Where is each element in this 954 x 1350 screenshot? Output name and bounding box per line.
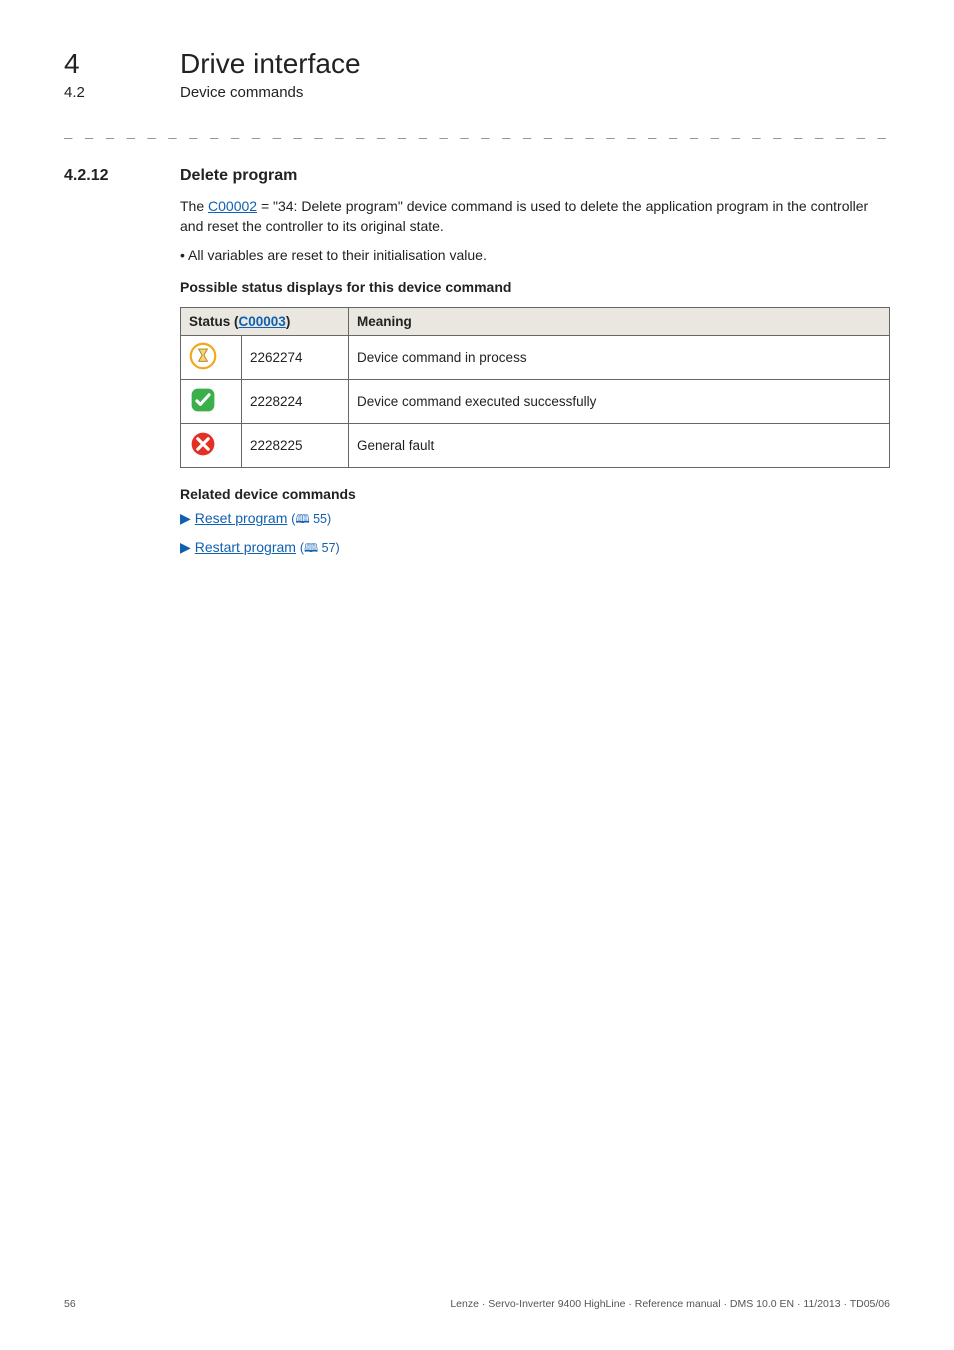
related-heading: Related device commands bbox=[180, 486, 890, 502]
status-meaning: General fault bbox=[349, 424, 890, 468]
related-link-reset[interactable]: ▶Reset program (🕮 55) bbox=[180, 510, 890, 531]
bullet-item: All variables are reset to their initial… bbox=[180, 246, 890, 266]
th-status-b: ) bbox=[286, 314, 291, 329]
related-label: Restart program bbox=[195, 539, 296, 555]
page-num: 55 bbox=[313, 512, 327, 526]
table-row: 2262274 Device command in process bbox=[181, 336, 890, 380]
intro-text-a: The bbox=[180, 198, 208, 214]
intro-text-b: = "34: Delete program" device command is… bbox=[180, 198, 868, 234]
intro-paragraph: The C00002 = "34: Delete program" device… bbox=[180, 197, 890, 236]
status-heading: Possible status displays for this device… bbox=[180, 278, 890, 298]
divider-dashes: _ _ _ _ _ _ _ _ _ _ _ _ _ _ _ _ _ _ _ _ … bbox=[64, 123, 890, 139]
section-title: Delete program bbox=[180, 167, 297, 185]
page-ref: (🕮 55) bbox=[291, 512, 331, 526]
status-code: 2228225 bbox=[242, 424, 349, 468]
link-c00002[interactable]: C00002 bbox=[208, 198, 257, 214]
page-num: 57 bbox=[322, 541, 336, 555]
triangle-icon: ▶ bbox=[180, 510, 191, 526]
subsection-number: 4.2 bbox=[64, 84, 180, 101]
related-label: Reset program bbox=[195, 510, 288, 526]
status-meaning: Device command executed successfully bbox=[349, 380, 890, 424]
status-table: Status (C00003) Meaning 2262274 Device c… bbox=[180, 307, 890, 468]
page-ref: (🕮 57) bbox=[300, 541, 340, 555]
table-row: 2228224 Device command executed successf… bbox=[181, 380, 890, 424]
hourglass-icon bbox=[181, 336, 242, 380]
subsection-title: Device commands bbox=[180, 84, 303, 101]
th-meaning: Meaning bbox=[349, 308, 890, 336]
status-meaning: Device command in process bbox=[349, 336, 890, 380]
chapter-title: Drive interface bbox=[180, 48, 361, 80]
check-icon bbox=[181, 380, 242, 424]
link-c00003[interactable]: C00003 bbox=[239, 314, 286, 329]
th-status-a: Status ( bbox=[189, 314, 239, 329]
footer-right: Lenze · Servo-Inverter 9400 HighLine · R… bbox=[450, 1298, 890, 1310]
triangle-icon: ▶ bbox=[180, 539, 191, 555]
footer-page: 56 bbox=[64, 1298, 76, 1310]
th-status: Status (C00003) bbox=[181, 308, 349, 336]
cross-icon bbox=[181, 424, 242, 468]
status-code: 2228224 bbox=[242, 380, 349, 424]
table-row: 2228225 General fault bbox=[181, 424, 890, 468]
section-number: 4.2.12 bbox=[64, 167, 180, 185]
chapter-number: 4 bbox=[64, 48, 180, 80]
status-code: 2262274 bbox=[242, 336, 349, 380]
related-link-restart[interactable]: ▶Restart program (🕮 57) bbox=[180, 539, 890, 560]
